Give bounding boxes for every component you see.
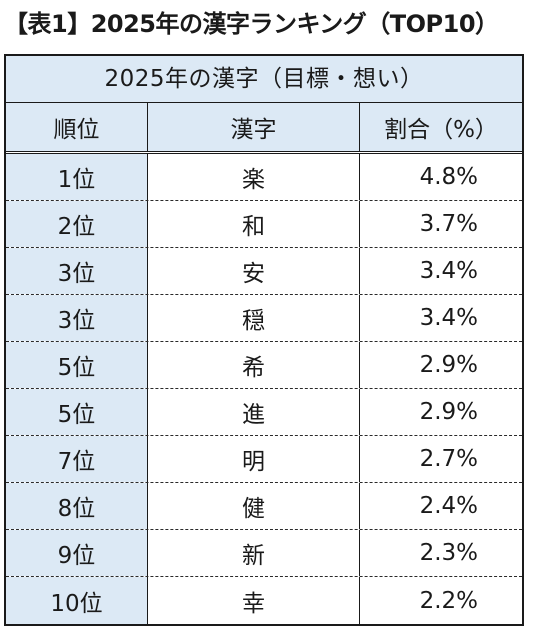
table-row: 8位 健 2.4%: [6, 483, 522, 530]
table-row: 1位 楽 4.8%: [6, 154, 522, 201]
rank-cell: 7位: [6, 436, 148, 482]
table-header-row: 順位 漢字 割合（%）: [6, 103, 522, 154]
kanji-cell: 希: [148, 342, 360, 388]
percent-cell: 3.7%: [419, 211, 478, 237]
percent-cell: 2.9%: [419, 352, 478, 378]
kanji-cell: 安: [148, 248, 360, 294]
table-row: 2位 和 3.7%: [6, 201, 522, 248]
rank-cell: 3位: [6, 295, 148, 341]
percent-cell: 2.4%: [419, 493, 478, 519]
rank-cell: 10位: [6, 577, 148, 624]
rank-cell: 8位: [6, 483, 148, 529]
table-row: 9位 新 2.3%: [6, 530, 522, 577]
page-title: 【表1】2025年の漢字ランキング（TOP10）: [4, 10, 499, 38]
kanji-cell: 進: [148, 389, 360, 435]
rank-cell: 5位: [6, 389, 148, 435]
rank-cell: 5位: [6, 342, 148, 388]
table-row: 5位 希 2.9%: [6, 342, 522, 389]
rank-cell: 1位: [6, 154, 148, 200]
percent-cell: 4.8%: [419, 164, 478, 190]
rank-cell: 2位: [6, 201, 148, 247]
header-kanji: 漢字: [148, 103, 360, 151]
percent-cell: 2.2%: [419, 587, 478, 614]
percent-cell: 2.9%: [419, 399, 478, 425]
table-caption: 2025年の漢字（目標・想い）: [6, 56, 522, 103]
header-percent: 割合（%）: [360, 103, 522, 151]
table-row: 3位 穏 3.4%: [6, 295, 522, 342]
kanji-cell: 楽: [148, 154, 360, 200]
kanji-cell: 和: [148, 201, 360, 247]
kanji-cell: 穏: [148, 295, 360, 341]
kanji-cell: 幸: [148, 577, 360, 624]
table-row: 10位 幸 2.2%: [6, 577, 522, 624]
percent-cell: 3.4%: [419, 258, 478, 284]
percent-cell: 2.7%: [419, 446, 478, 472]
kanji-cell: 明: [148, 436, 360, 482]
rank-cell: 3位: [6, 248, 148, 294]
kanji-cell: 新: [148, 530, 360, 576]
ranking-table: 2025年の漢字（目標・想い） 順位 漢字 割合（%） 1位 楽 4.8% 2位…: [4, 54, 524, 626]
percent-cell: 2.3%: [419, 540, 478, 566]
table-row: 3位 安 3.4%: [6, 248, 522, 295]
header-rank: 順位: [6, 103, 148, 151]
table-row: 5位 進 2.9%: [6, 389, 522, 436]
kanji-cell: 健: [148, 483, 360, 529]
percent-cell: 3.4%: [419, 305, 478, 331]
table-row: 7位 明 2.7%: [6, 436, 522, 483]
rank-cell: 9位: [6, 530, 148, 576]
